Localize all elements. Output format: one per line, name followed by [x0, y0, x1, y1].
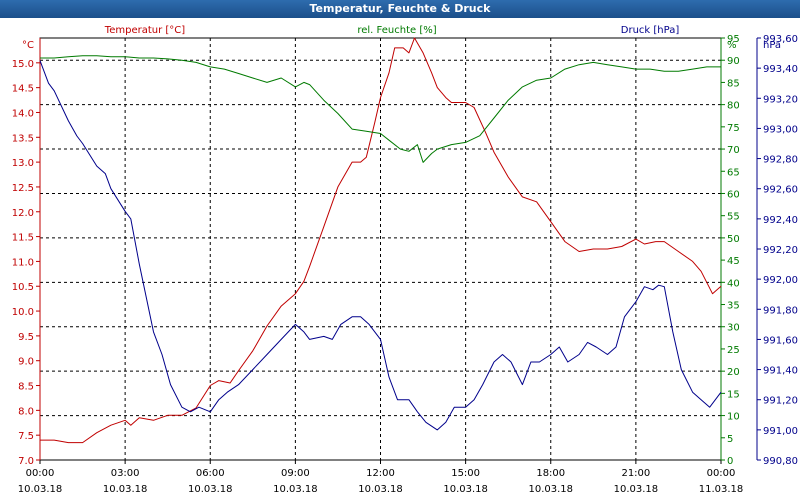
- humidity-tick-label: 65: [727, 167, 740, 178]
- pressure-unit-label: hPa: [763, 40, 781, 51]
- window-title: Temperatur, Feuchte & Druck: [0, 0, 800, 18]
- temperature-tick-label: 8.5: [18, 382, 34, 393]
- temperature-tick-label: 12.0: [12, 208, 34, 219]
- humidity-tick-label: 15: [727, 389, 740, 400]
- temperature-tick-label: 13.5: [12, 133, 34, 144]
- humidity-series-line: [40, 55, 721, 163]
- temperature-tick-label: 15.0: [12, 59, 34, 70]
- humidity-axis-label: rel. Feuchte [%]: [357, 25, 436, 36]
- humidity-tick-label: 25: [727, 345, 740, 356]
- temperature-tick-label: 9.5: [18, 332, 34, 343]
- temperature-tick-label: 8.0: [18, 406, 34, 417]
- humidity-tick-label: 90: [727, 56, 740, 67]
- pressure-tick-label: 993,60: [763, 34, 798, 45]
- temperature-tick-label: 14.0: [12, 108, 34, 119]
- series-layer: [39, 37, 722, 444]
- humidity-tick-label: 0: [727, 456, 733, 467]
- x-tick-label-time: 15:00: [451, 468, 480, 479]
- x-tick-label-date: 10.03.18: [443, 484, 488, 495]
- humidity-tick-label: 20: [727, 367, 740, 378]
- humidity-tick-label: 35: [727, 301, 740, 312]
- pressure-tick-label: 991,00: [763, 426, 798, 437]
- x-tick-label-date: 10.03.18: [614, 484, 659, 495]
- temperature-tick-label: 9.0: [18, 357, 34, 368]
- temperature-tick-label: 14.5: [12, 84, 34, 95]
- pressure-tick-label: 991,60: [763, 335, 798, 346]
- x-tick-label-time: 03:00: [111, 468, 140, 479]
- pressure-tick-label: 991,20: [763, 396, 798, 407]
- pressure-tick-label: 992,00: [763, 275, 798, 286]
- humidity-tick-label: 30: [727, 323, 740, 334]
- temperature-series-line: [40, 37, 722, 444]
- x-tick-label-time: 00:00: [707, 468, 736, 479]
- humidity-tick-label: 75: [727, 123, 740, 134]
- x-tick-label-date: 10.03.18: [103, 484, 148, 495]
- pressure-tick-label: 992,60: [763, 185, 798, 196]
- pressure-axis-label: Druck [hPa]: [621, 25, 680, 36]
- temperature-unit-label: °C: [22, 40, 34, 51]
- humidity-tick-label: 45: [727, 256, 740, 267]
- humidity-unit-label: %: [727, 40, 737, 51]
- temperature-axis-label: Temperatur [°C]: [104, 25, 185, 36]
- temperature-tick-label: 11.0: [12, 257, 34, 268]
- x-tick-label-time: 18:00: [536, 468, 565, 479]
- temperature-tick-label: 7.0: [18, 456, 34, 467]
- temperature-tick-label: 10.5: [12, 282, 34, 293]
- x-tick-label-time: 06:00: [196, 468, 225, 479]
- x-tick-label-date: 10.03.18: [273, 484, 318, 495]
- pressure-tick-label: 990,80: [763, 456, 798, 467]
- x-tick-label-time: 09:00: [281, 468, 310, 479]
- humidity-tick-label: 55: [727, 212, 740, 223]
- pressure-tick-label: 993,20: [763, 94, 798, 105]
- x-tick-label-date: 10.03.18: [358, 484, 403, 495]
- pressure-tick-label: 993,40: [763, 64, 798, 75]
- pressure-tick-label: 992,80: [763, 155, 798, 166]
- x-tick-label-date: 10.03.18: [188, 484, 233, 495]
- pressure-tick-label: 993,00: [763, 124, 798, 135]
- humidity-tick-label: 95: [727, 34, 740, 45]
- humidity-tick-label: 70: [727, 145, 740, 156]
- humidity-tick-label: 50: [727, 234, 740, 245]
- x-tick-label-date: 11.03.18: [699, 484, 744, 495]
- x-tick-label-time: 21:00: [621, 468, 650, 479]
- x-tick-label-date: 10.03.18: [528, 484, 573, 495]
- temperature-tick-label: 12.5: [12, 183, 34, 194]
- x-tick-label-time: 00:00: [26, 468, 55, 479]
- humidity-tick-label: 80: [727, 101, 740, 112]
- humidity-tick-label: 85: [727, 78, 740, 89]
- axis-layer: [36, 37, 761, 464]
- humidity-tick-label: 10: [727, 412, 740, 423]
- humidity-tick-label: 60: [727, 189, 740, 200]
- humidity-tick-label: 5: [727, 434, 733, 445]
- pressure-tick-label: 991,40: [763, 366, 798, 377]
- pressure-tick-label: 992,20: [763, 245, 798, 256]
- temperature-tick-label: 7.5: [18, 431, 34, 442]
- temperature-tick-label: 11.5: [12, 233, 34, 244]
- x-tick-label-date: 10.03.18: [18, 484, 63, 495]
- pressure-tick-label: 991,80: [763, 305, 798, 316]
- pressure-series-line: [39, 60, 722, 431]
- x-tick-label-time: 12:00: [366, 468, 395, 479]
- pressure-tick-label: 992,40: [763, 215, 798, 226]
- label-layer: 00:00 10.03.18 03:00 10.03.18 06:00 10.03.18 0…: [12, 25, 798, 495]
- humidity-tick-label: 40: [727, 278, 740, 289]
- temperature-tick-label: 10.0: [12, 307, 34, 318]
- temperature-tick-label: 13.0: [12, 158, 34, 169]
- grid-layer: [39, 37, 722, 461]
